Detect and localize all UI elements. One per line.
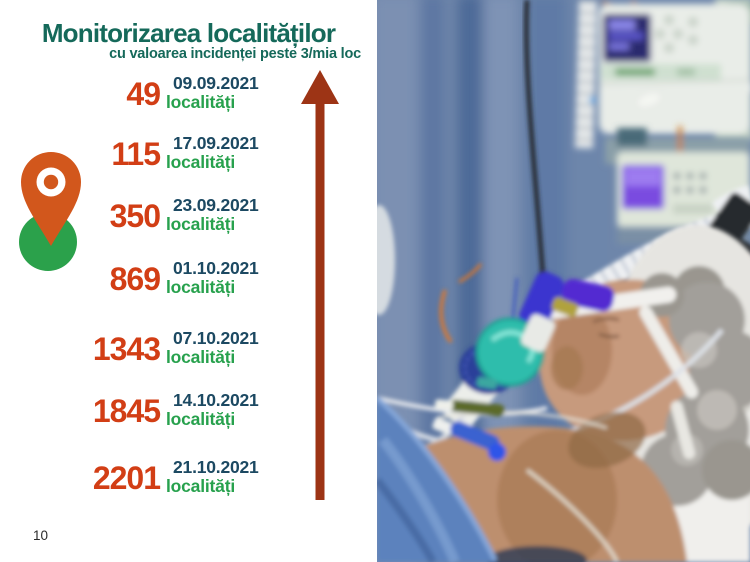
page-title: Monitorizarea localităților — [41, 18, 336, 48]
count-value: 115 — [111, 136, 161, 172]
localities-label: localități — [166, 476, 235, 496]
localities-label: localități — [166, 277, 235, 297]
map-pin-icon — [19, 152, 81, 271]
date-label: 01.10.2021 — [173, 258, 259, 278]
data-row: 350 23.09.2021 localități — [58, 196, 259, 234]
date-label: 07.10.2021 — [173, 328, 259, 348]
count-value: 2201 — [92, 460, 161, 496]
date-label: 23.09.2021 — [173, 195, 259, 215]
localities-label: localități — [166, 214, 235, 234]
data-row: 2201 21.10.2021 localități — [58, 458, 259, 496]
count-value: 49 — [126, 76, 161, 112]
iv-cannula — [432, 417, 506, 461]
blue-blanket — [377, 396, 498, 562]
icu-photo — [377, 0, 750, 562]
date-label: 17.09.2021 — [173, 133, 259, 153]
date-label: 09.09.2021 — [173, 73, 259, 93]
date-label: 21.10.2021 — [173, 457, 259, 477]
data-row: 115 17.09.2021 localități — [58, 133, 259, 172]
data-row: 869 01.10.2021 localități — [58, 259, 259, 297]
page-subtitle: cu valoarea incidenței peste 3/mia loc — [109, 46, 361, 62]
count-value: 1845 — [92, 393, 161, 429]
data-row: 49 09.09.2021 localități — [58, 73, 259, 112]
icu-photo-illustration — [377, 0, 750, 562]
data-row: 1845 14.10.2021 localități — [58, 391, 259, 429]
count-value: 869 — [109, 261, 161, 297]
date-label: 14.10.2021 — [173, 390, 259, 410]
localities-label: localități — [166, 409, 235, 429]
localities-label: localități — [166, 347, 235, 367]
page-number: 10 — [33, 528, 49, 543]
count-value: 1343 — [92, 331, 161, 367]
localities-label: localități — [166, 152, 235, 172]
patient — [377, 205, 750, 562]
localities-label: localități — [166, 92, 235, 112]
content-panel: Monitorizarea localităților cu valoarea … — [19, 18, 362, 543]
up-arrow-icon — [301, 70, 339, 500]
count-value: 350 — [109, 198, 161, 234]
data-row: 1343 07.10.2021 localități — [58, 329, 259, 367]
ventilator-monitor — [575, 0, 750, 149]
